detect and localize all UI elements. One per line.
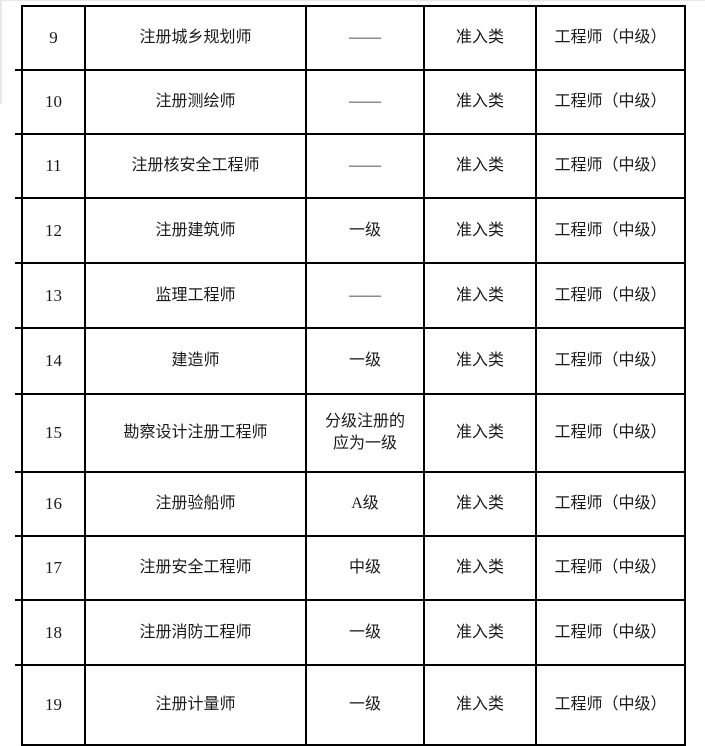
name-cell: 注册城乡规划师 bbox=[84, 5, 307, 71]
row-border-tick bbox=[15, 471, 23, 473]
table-row: 12 注册建筑师 一级 准入类 工程师（中级） bbox=[21, 197, 686, 264]
level-cell: 中级 bbox=[305, 535, 425, 601]
level-cell: 一级 bbox=[305, 327, 425, 395]
table-row: 17 注册安全工程师 中级 准入类 工程师（中级） bbox=[21, 535, 686, 601]
level-cell: A级 bbox=[305, 471, 425, 537]
qualification-table: 9 注册城乡规划师 —— 准入类 工程师（中级） 10 注册测绘师 —— 准入类… bbox=[21, 5, 686, 746]
level-cell: —— bbox=[305, 5, 425, 71]
category-cell: 准入类 bbox=[423, 327, 537, 395]
title-cell: 工程师（中级） bbox=[535, 5, 686, 71]
name-cell: 注册测绘师 bbox=[84, 69, 307, 135]
name-cell: 注册验船师 bbox=[84, 471, 307, 537]
name-cell: 注册消防工程师 bbox=[84, 599, 307, 666]
row-border-tick bbox=[15, 69, 23, 71]
page-edge-left-line bbox=[0, 0, 2, 104]
category-cell: 准入类 bbox=[423, 197, 537, 264]
title-cell: 工程师（中级） bbox=[535, 393, 686, 473]
name-cell: 建造师 bbox=[84, 327, 307, 395]
row-number-cell: 16 bbox=[21, 471, 86, 537]
category-cell: 准入类 bbox=[423, 535, 537, 601]
level-cell: —— bbox=[305, 262, 425, 329]
page-edge-top-line bbox=[0, 0, 705, 1]
title-cell: 工程师（中级） bbox=[535, 327, 686, 395]
category-cell: 准入类 bbox=[423, 471, 537, 537]
table-row: 10 注册测绘师 —— 准入类 工程师（中级） bbox=[21, 69, 686, 135]
category-cell: 准入类 bbox=[423, 69, 537, 135]
level-cell: 一级 bbox=[305, 599, 425, 666]
row-number-cell: 18 bbox=[21, 599, 86, 666]
title-cell: 工程师（中级） bbox=[535, 197, 686, 264]
row-number-cell: 12 bbox=[21, 197, 86, 264]
row-number-cell: 9 bbox=[21, 5, 86, 71]
level-cell: 分级注册的 应为一级 bbox=[305, 393, 425, 473]
row-border-tick bbox=[15, 393, 23, 395]
table-row: 11 注册核安全工程师 —— 准入类 工程师（中级） bbox=[21, 133, 686, 199]
row-border-tick bbox=[15, 599, 23, 601]
table-row: 13 监理工程师 —— 准入类 工程师（中级） bbox=[21, 262, 686, 329]
row-number-cell: 17 bbox=[21, 535, 86, 601]
title-cell: 工程师（中级） bbox=[535, 535, 686, 601]
row-number-cell: 15 bbox=[21, 393, 86, 473]
level-cell: 一级 bbox=[305, 197, 425, 264]
row-border-tick bbox=[15, 262, 23, 264]
title-cell: 工程师（中级） bbox=[535, 69, 686, 135]
table-row: 19 注册计量师 一级 准入类 工程师（中级） bbox=[21, 664, 686, 746]
row-border-tick bbox=[15, 327, 23, 329]
row-border-tick bbox=[15, 133, 23, 135]
title-cell: 工程师（中级） bbox=[535, 471, 686, 537]
row-border-tick bbox=[15, 197, 23, 199]
row-number-cell: 10 bbox=[21, 69, 86, 135]
row-number-cell: 14 bbox=[21, 327, 86, 395]
category-cell: 准入类 bbox=[423, 393, 537, 473]
title-cell: 工程师（中级） bbox=[535, 133, 686, 199]
table-row: 18 注册消防工程师 一级 准入类 工程师（中级） bbox=[21, 599, 686, 666]
row-border-tick bbox=[15, 664, 23, 666]
title-cell: 工程师（中级） bbox=[535, 599, 686, 666]
level-cell: 一级 bbox=[305, 664, 425, 746]
row-border-tick bbox=[15, 535, 23, 537]
row-number-cell: 13 bbox=[21, 262, 86, 329]
name-cell: 监理工程师 bbox=[84, 262, 307, 329]
table-row: 9 注册城乡规划师 —— 准入类 工程师（中级） bbox=[21, 5, 686, 71]
level-cell: —— bbox=[305, 69, 425, 135]
table-row: 15 勘察设计注册工程师 分级注册的 应为一级 准入类 工程师（中级） bbox=[21, 393, 686, 473]
name-cell: 注册建筑师 bbox=[84, 197, 307, 264]
category-cell: 准入类 bbox=[423, 133, 537, 199]
name-cell: 注册核安全工程师 bbox=[84, 133, 307, 199]
title-cell: 工程师（中级） bbox=[535, 664, 686, 746]
name-cell: 勘察设计注册工程师 bbox=[84, 393, 307, 473]
title-cell: 工程师（中级） bbox=[535, 262, 686, 329]
table-row: 16 注册验船师 A级 准入类 工程师（中级） bbox=[21, 471, 686, 537]
table-row: 14 建造师 一级 准入类 工程师（中级） bbox=[21, 327, 686, 395]
category-cell: 准入类 bbox=[423, 5, 537, 71]
category-cell: 准入类 bbox=[423, 262, 537, 329]
category-cell: 准入类 bbox=[423, 599, 537, 666]
row-number-cell: 19 bbox=[21, 664, 86, 746]
level-cell: —— bbox=[305, 133, 425, 199]
name-cell: 注册安全工程师 bbox=[84, 535, 307, 601]
name-cell: 注册计量师 bbox=[84, 664, 307, 746]
row-number-cell: 11 bbox=[21, 133, 86, 199]
category-cell: 准入类 bbox=[423, 664, 537, 746]
